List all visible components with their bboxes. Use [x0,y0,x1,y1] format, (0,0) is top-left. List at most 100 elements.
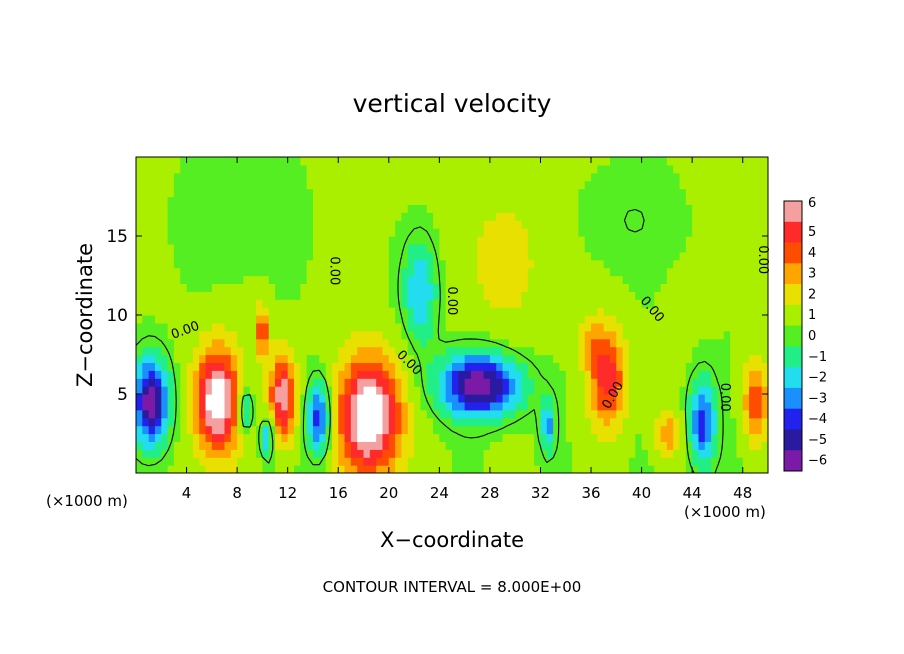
heat-cell [369,449,377,458]
heat-cell [591,417,598,427]
heat-cell [211,291,219,300]
heat-cell [559,259,567,269]
heat-cell [344,220,352,229]
heat-cell [660,243,668,253]
heat-cell [300,291,308,300]
heat-cell [489,441,497,450]
heat-cell [502,180,510,190]
heat-cell [452,441,459,450]
heat-cell [464,330,472,340]
heat-cell [148,228,156,237]
heat-cell [357,212,365,221]
heat-cell [452,259,459,269]
heat-cell [711,362,719,371]
heat-cell [325,196,333,205]
heat-cell [761,362,768,371]
heat-cell [369,433,377,442]
heat-cell [654,401,662,411]
heat-cell [546,315,554,324]
heat-cell [584,417,592,427]
heat-cell [761,180,768,190]
heat-cell [483,338,491,348]
heat-cell [344,251,352,261]
heat-cell [161,322,169,332]
heat-cell [654,338,662,348]
heat-cell [426,394,434,403]
heat-cell [344,228,352,237]
heat-cell [584,236,592,245]
heat-cell [154,291,162,300]
heat-cell [211,299,219,308]
heat-cell [755,322,763,332]
heat-cell [565,243,573,253]
heat-cell [654,157,662,166]
heat-cell [641,457,649,466]
heat-cell [136,433,143,442]
heat-cell [515,291,523,300]
heat-cell [578,307,586,316]
heat-cell [502,236,510,245]
heat-cell [167,251,175,261]
heat-cell [578,180,586,190]
heat-cell [736,212,744,221]
heat-cell [654,370,662,379]
heat-cell [749,378,756,387]
heat-cell [723,196,731,205]
heat-cell [281,164,289,174]
heat-cell [578,220,586,229]
heat-cell [654,441,662,450]
heat-cell [294,212,301,221]
heat-cell [470,401,478,411]
heat-cell [654,283,662,292]
heat-cell [622,449,630,458]
heat-cell [237,172,245,182]
heat-cell [319,449,327,458]
heat-cell [344,346,352,356]
heat-cell [736,457,744,466]
heat-cell [331,196,339,205]
heat-cell [211,180,219,190]
heat-cell [237,378,245,387]
heat-cell [186,220,194,229]
heat-cell [249,362,257,371]
heat-cell [673,212,681,221]
heat-cell [559,228,567,237]
heat-cell [173,322,181,332]
heat-cell [502,164,510,174]
heat-cell [647,172,655,182]
heat-cell [761,259,768,269]
heat-cell [142,465,150,473]
heat-cell [249,449,257,458]
heat-cell [167,164,175,174]
heat-cell [363,236,371,245]
heat-cell [142,433,150,442]
heat-cell [749,417,756,427]
heat-cell [268,330,276,340]
heat-cell [363,212,371,221]
heat-cell [641,267,649,277]
heat-cell [205,212,213,221]
heat-cell [540,251,548,261]
heat-cell [647,401,655,411]
heat-cell [578,346,586,356]
heat-cell [338,259,346,269]
heat-cell [420,291,428,300]
heat-cell [546,291,554,300]
heat-cell [452,157,459,166]
heat-cell [433,243,440,253]
heat-cell [458,243,466,253]
heat-cell [388,212,396,221]
heat-cell [294,164,301,174]
heat-cell [584,362,592,371]
heat-cell [224,291,232,300]
heat-cell [685,212,693,221]
heat-cell [723,465,731,473]
heat-cell [685,283,693,292]
heat-cell [192,236,200,245]
heat-cell [711,243,719,253]
heat-cell [300,378,308,387]
heat-cell [433,315,440,324]
heat-cell [256,330,263,340]
heat-cell [540,275,548,284]
heat-cell [350,307,358,316]
